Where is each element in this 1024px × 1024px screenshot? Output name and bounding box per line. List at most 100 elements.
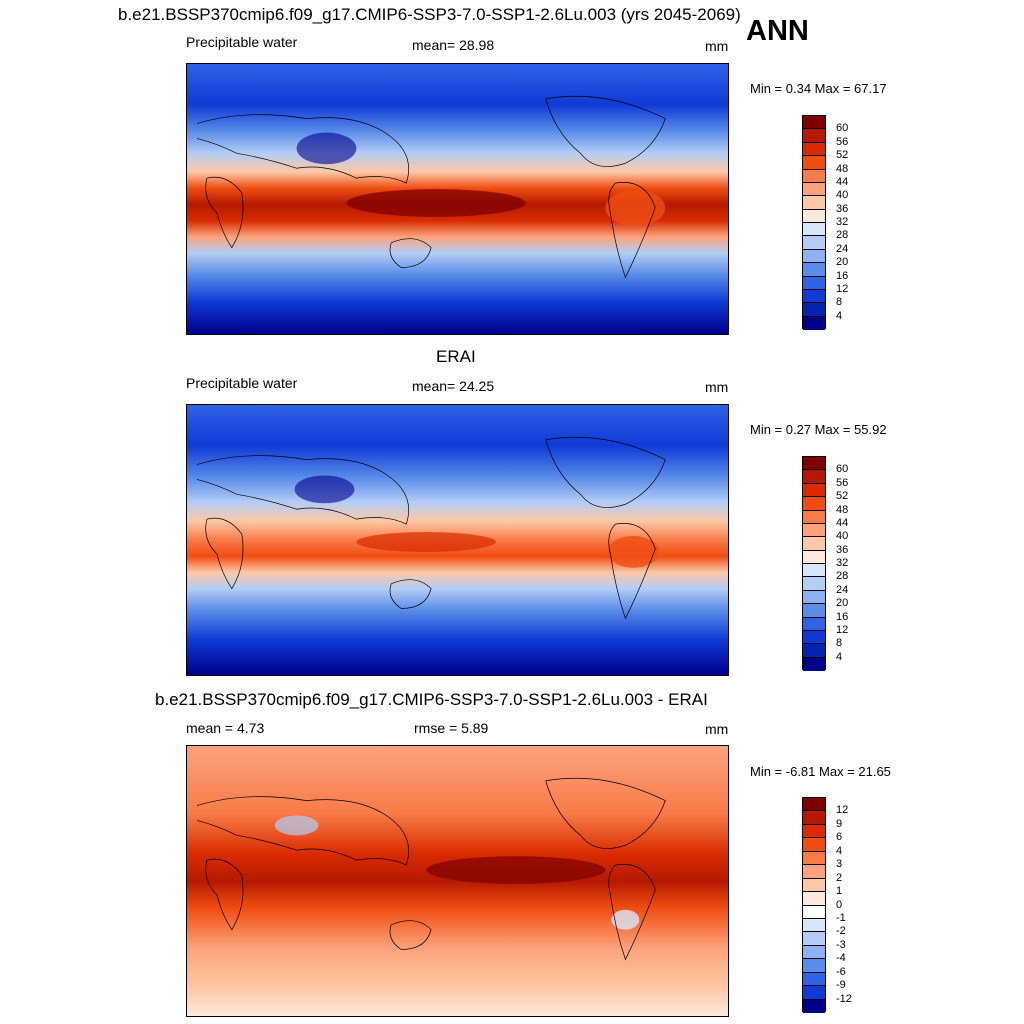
colorbar-tick-label: 52 [836, 490, 849, 503]
colorbar-swatch [803, 878, 825, 893]
colorbar-swatch [803, 303, 825, 317]
colorbar-swatch [803, 918, 825, 933]
colorbar-swatch [803, 223, 825, 237]
colorbar-swatch [803, 209, 825, 223]
panel-obs-colorbar [802, 456, 826, 671]
colorbar-swatch [803, 169, 825, 183]
colorbar-tick-label: 56 [836, 476, 849, 489]
panel-diff-title: b.e21.BSSP370cmip6.f09_g17.CMIP6-SSP3-7.… [155, 690, 708, 709]
colorbar-tick-label: 4 [836, 844, 843, 857]
colorbar-swatch [803, 617, 825, 631]
colorbar-swatch [803, 905, 825, 919]
colorbar-swatch [803, 824, 825, 839]
panel-diff-colorbar [802, 797, 826, 1013]
colorbar-tick-label: 12 [836, 282, 849, 295]
colorbar-tick-label: -6 [836, 965, 846, 978]
colorbar-tick-label: -2 [836, 925, 846, 938]
panel-model-units: mm [705, 38, 729, 54]
colorbar-tick-label: 44 [836, 175, 849, 188]
colorbar-tick-label: 12 [836, 623, 849, 636]
colorbar-tick-label: 60 [836, 122, 849, 135]
colorbar-swatch [803, 483, 825, 498]
colorbar-tick-label: 1 [836, 885, 843, 898]
colorbar-tick-label: 52 [836, 149, 849, 162]
colorbar-tick-label: -4 [836, 952, 846, 965]
colorbar-tick-label: 60 [836, 463, 849, 476]
colorbar-swatch [803, 316, 825, 330]
colorbar-swatch [803, 865, 825, 879]
colorbar-swatch [803, 263, 825, 277]
figure-title: b.e21.BSSP370cmip6.f09_g17.CMIP6-SSP3-7.… [118, 5, 741, 24]
colorbar-swatch [803, 604, 825, 618]
colorbar-swatch [803, 182, 825, 197]
colorbar-swatch [803, 497, 825, 511]
colorbar-tick-label: 40 [836, 530, 849, 543]
colorbar-swatch [803, 811, 825, 825]
colorbar-tick-label: 36 [836, 543, 849, 556]
colorbar-swatch [803, 590, 825, 605]
panel-obs-minmax: Min = 0.27 Max = 55.92 [750, 422, 887, 437]
colorbar-tick-label: 20 [836, 597, 849, 610]
colorbar-swatch [803, 564, 825, 578]
colorbar-tick-label: -1 [836, 911, 846, 924]
colorbar-swatch [803, 523, 825, 538]
colorbar-tick-label: 16 [836, 269, 849, 282]
colorbar-swatch [803, 236, 825, 250]
colorbar-swatch [803, 986, 825, 1000]
colorbar-swatch [803, 289, 825, 304]
colorbar-swatch [803, 276, 825, 290]
colorbar-tick-label: 2 [836, 871, 843, 884]
colorbar-tick-label: 24 [836, 583, 849, 596]
colorbar-tick-label: 9 [836, 817, 843, 830]
panel-obs-title: ERAI [436, 347, 476, 366]
colorbar-swatch [803, 156, 825, 170]
colorbar-swatch [803, 116, 825, 130]
colorbar-tick-label: 16 [836, 610, 849, 623]
colorbar-swatch [803, 838, 825, 852]
colorbar-tick-label: 56 [836, 135, 849, 148]
season-label: ANN [746, 15, 809, 47]
colorbar-swatch [803, 892, 825, 906]
colorbar-tick-label: 40 [836, 189, 849, 202]
colorbar-swatch [803, 510, 825, 524]
colorbar-swatch [803, 945, 825, 960]
panel-model-minmax: Min = 0.34 Max = 67.17 [750, 81, 887, 96]
colorbar-tick-label: 20 [836, 256, 849, 269]
colorbar-swatch [803, 999, 825, 1013]
colorbar-swatch [803, 470, 825, 484]
colorbar-tick-label: 28 [836, 570, 849, 583]
colorbar-swatch [803, 550, 825, 564]
colorbar-swatch [803, 972, 825, 987]
panel-model-map [186, 63, 729, 335]
panel-model-colorbar [802, 115, 826, 330]
colorbar-swatch [803, 959, 825, 973]
colorbar-tick-label: 44 [836, 516, 849, 529]
colorbar-tick-label: 48 [836, 503, 849, 516]
colorbar-swatch [803, 798, 825, 812]
colorbar-tick-label: 4 [836, 650, 843, 663]
colorbar-tick-label: 4 [836, 309, 843, 322]
colorbar-tick-label: -3 [836, 938, 846, 951]
panel-model-mean-label: mean= 28.98 [412, 37, 495, 53]
colorbar-swatch [803, 537, 825, 551]
panel-diff-map [186, 745, 729, 1017]
colorbar-tick-label: 8 [836, 296, 843, 309]
colorbar-tick-label: 3 [836, 858, 843, 871]
colorbar-swatch [803, 932, 825, 946]
panel-diff-mean-label: mean = 4.73 [186, 720, 265, 736]
colorbar-tick-label: 12 [836, 804, 849, 817]
colorbar-tick-label: -12 [836, 992, 852, 1005]
panel-diff-rmse-label: rmse = 5.89 [414, 720, 489, 736]
colorbar-tick-label: -9 [836, 979, 846, 992]
colorbar-swatch [803, 851, 825, 866]
colorbar-tick-label: 8 [836, 637, 843, 650]
colorbar-tick-label: 48 [836, 162, 849, 175]
colorbar-swatch [803, 644, 825, 658]
colorbar-swatch [803, 657, 825, 671]
colorbar-tick-label: 24 [836, 242, 849, 255]
colorbar-swatch [803, 142, 825, 157]
colorbar-tick-label: 6 [836, 831, 843, 844]
panel-diff-units: mm [705, 721, 729, 737]
panel-obs-map [186, 404, 729, 676]
colorbar-tick-label: 32 [836, 216, 849, 228]
